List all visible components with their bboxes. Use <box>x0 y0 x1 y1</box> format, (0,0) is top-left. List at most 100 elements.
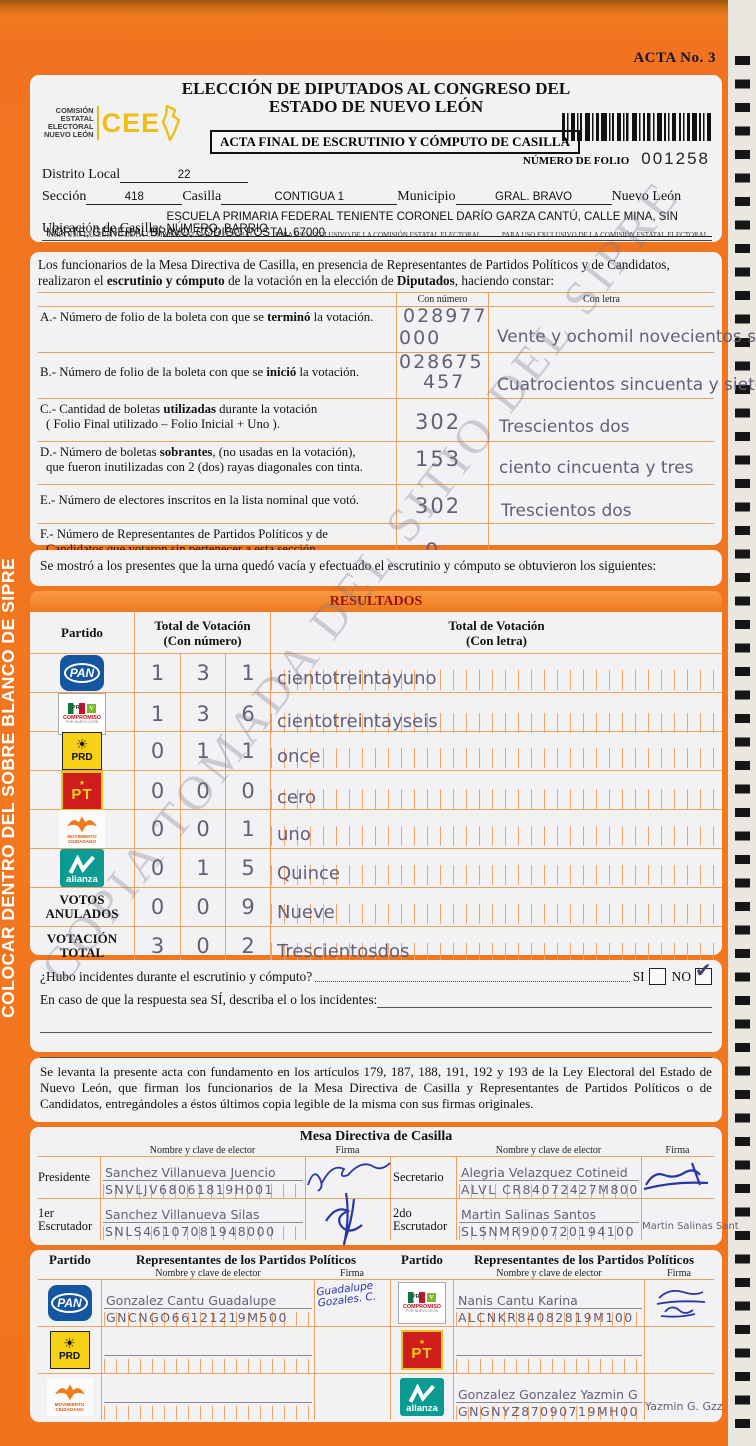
prd-logo-icon: ☀ PRD <box>62 732 102 770</box>
label-text: , (no usadas en la votación), <box>212 445 356 459</box>
digit: 3 <box>180 693 225 735</box>
col-nombre-clave: Nombre y clave de elector <box>496 1268 602 1279</box>
municipio-value: GRAL. BRAVO <box>455 191 612 205</box>
prd-text: PRD <box>71 752 93 763</box>
mc-logo: MOVIMIENTO CIUDADANO <box>30 810 134 848</box>
digit: 0 <box>150 779 165 803</box>
handwritten-clave: ALVL CR84072427M800 <box>461 1182 639 1197</box>
digit: 0 <box>180 810 225 848</box>
reps-title: Representantes de los Partidos Políticos <box>473 1252 695 1267</box>
casilla-label: Casilla <box>182 189 222 204</box>
constar-table-header: Con número Con letra <box>38 292 714 306</box>
mc-letra: uno <box>270 810 722 848</box>
row-b: B.- Número de folio de la boleta con que… <box>38 352 756 398</box>
label-line: VOTACIÓN <box>46 931 118 946</box>
representatives-panel: Partido Representantes de los Partidos P… <box>30 1250 723 1422</box>
intro-text: de la votación en la elección de <box>224 273 397 288</box>
comb-field <box>271 826 720 846</box>
timing-mark-strip <box>728 0 756 1446</box>
handwritten-number: 457 <box>423 371 466 393</box>
handwritten-number: 153 <box>415 447 462 471</box>
distrito-label: Distrito Local <box>42 167 121 182</box>
col-firma: Firma <box>335 1145 360 1156</box>
row-e-letra: Trescientos dos <box>488 485 714 523</box>
digit: 9 <box>225 888 270 926</box>
verde-box: V <box>427 1293 436 1302</box>
spacer <box>38 1268 102 1279</box>
col-con-numero: Con número <box>396 293 488 306</box>
seccion-row: Sección 418 Casilla CONTIGUA 1 Municipio… <box>42 189 712 205</box>
handwritten-clave: GNGNYZ87090719MH00 <box>458 1404 639 1419</box>
label-text2: que fueron inutilizadas con 2 (dos) raya… <box>46 459 363 474</box>
pan-rep-firma: Guadalupe Gozales. C. <box>314 1280 390 1326</box>
acta-final-box: ACTA FINAL DE ESCRUTINIO Y CÓMPUTO DE CA… <box>210 130 580 154</box>
role-secretario: Secretario <box>390 1157 456 1198</box>
row-a-number: 028977 000 <box>396 307 488 352</box>
mesa-title: Mesa Directiva de Casilla <box>299 1129 453 1144</box>
digit: 3 <box>180 654 225 692</box>
label-line: ANULADOS <box>45 906 119 921</box>
row-e-number: 302 <box>396 485 488 523</box>
row-b-letra: Cuatrocientos sincuenta y siete <box>488 353 756 398</box>
escrutador1-name-clave: Sanchez Villanueva Silas SNLS46107081948… <box>100 1199 305 1240</box>
alianza-logo-icon: alianza <box>400 1378 444 1416</box>
prd-logo: ☀ PRD <box>30 732 134 770</box>
label-line: TOTAL <box>59 945 105 960</box>
constar-intro: Los funcionarios de la Mesa Directiva de… <box>38 257 714 289</box>
mesa-row-1: Presidente Sanchez Villanueva Juencio SN… <box>38 1156 714 1198</box>
pan-text: PAN <box>51 1293 88 1313</box>
pan-logo-icon: PAN <box>47 1285 92 1321</box>
seccion-label: Sección <box>42 189 87 204</box>
digit: 0 <box>180 888 225 926</box>
urna-statement: Se mostró a los presentes que la urna qu… <box>40 558 657 573</box>
write-in-line <box>40 1008 712 1033</box>
handwritten-words: Trescientos dos <box>501 501 632 521</box>
label-bold: terminó <box>267 310 311 324</box>
prd-logo-icon: ☀ PRD <box>49 1331 90 1369</box>
acta-number: ACTA No. 3 <box>633 50 716 66</box>
write-in-line <box>377 993 712 1008</box>
label-text: D.- Número de boletas <box>40 445 160 459</box>
org-line: COMISIÓN <box>55 106 94 115</box>
pt-rep-name-clave <box>454 1327 644 1373</box>
star-icon: ★ <box>418 1338 426 1346</box>
pri-rep-firma <box>644 1280 714 1326</box>
reps-title: Representantes de los Partidos Políticos <box>135 1252 357 1267</box>
handwritten-clave: SLSNMR900720194100 <box>461 1224 636 1239</box>
mesa-row-2: 1er Escrutador Sanchez Villanueva Silas … <box>38 1192 739 1246</box>
sun-icon: ☀ <box>75 738 89 753</box>
role-label: Presidente <box>38 1170 91 1184</box>
digit: 1 <box>150 702 165 726</box>
comb-field <box>271 904 720 924</box>
handwritten-name: Alegria Velazquez Cotineid <box>461 1165 628 1180</box>
handwritten-words: cero <box>277 787 316 808</box>
handwritten-words: cientotreintayuno <box>277 668 437 689</box>
digit: 5 <box>225 849 270 887</box>
handwritten-words: Cuatrocientos sincuenta y siete <box>497 375 756 395</box>
pt-rep-firma <box>644 1327 714 1373</box>
compromiso-subtext: POR NUEVO LEÓN <box>65 720 99 725</box>
org-line: NUEVO LEÓN <box>44 130 94 139</box>
no-checkbox: ✔ <box>695 960 712 985</box>
mc-text: MOVIMIENTO <box>54 1402 85 1407</box>
row-a: A.- Número de folio de la boleta con que… <box>38 306 756 352</box>
col-label: Total de Votación <box>154 617 251 633</box>
row-d: D.- Número de boletas sobrantes, (no usa… <box>38 441 714 484</box>
no-label: NO <box>671 969 691 984</box>
reps-header-row2: Nombre y clave de elector Firma Nombre y… <box>38 1268 714 1279</box>
presidente-firma <box>305 1157 391 1198</box>
prd-letra: once <box>270 732 722 770</box>
pt-logo-icon: ★ PT <box>401 1330 443 1370</box>
title-line2: ESTADO DE NUEVO LEÓN <box>268 97 484 116</box>
pt-text: PT <box>411 1345 433 1362</box>
comb-field <box>271 943 720 963</box>
ubicacion-row2: NORTE, GENERAL BRAVO, CÓDIGO POSTAL 6700… <box>42 227 712 241</box>
digit: 1 <box>180 849 225 887</box>
role-presidente: Presidente <box>38 1157 100 1198</box>
role-1er-escrutador: 1er Escrutador <box>38 1199 100 1240</box>
